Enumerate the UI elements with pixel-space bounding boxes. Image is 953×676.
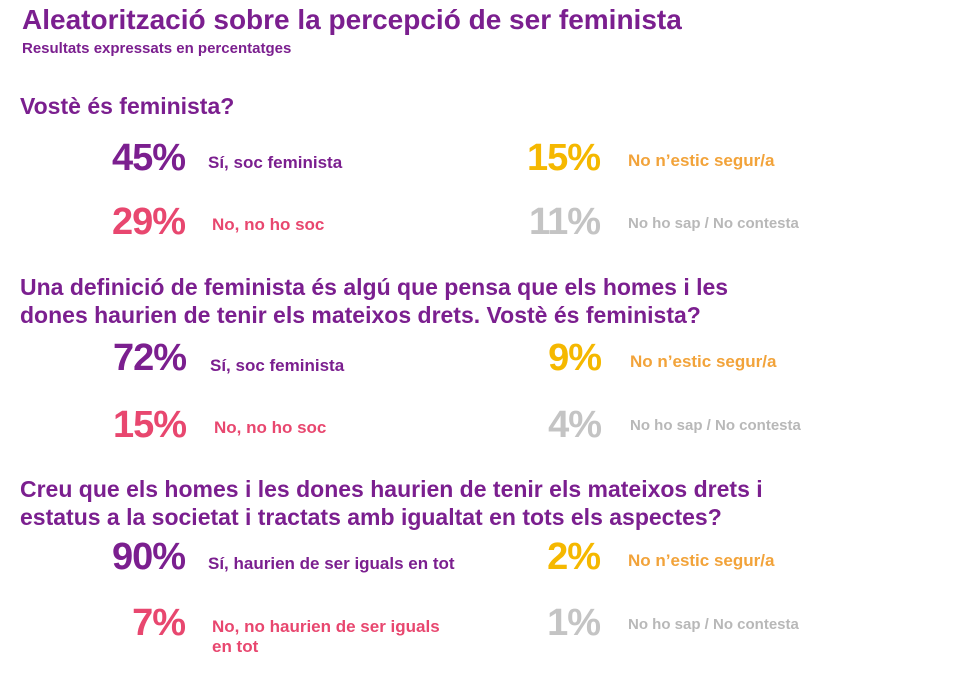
q1-unsure-label: No n’estic segur/a [628, 151, 775, 170]
q3-yes-label: Sí, haurien de ser iguals en tot [208, 554, 455, 573]
q3-unsure-value: 2% [547, 536, 601, 578]
question-1: Vostè és feminista? [20, 92, 234, 120]
q2-na-label: No ho sap / No contesta [630, 417, 801, 434]
q1-yes-value: 45% [111, 137, 186, 179]
q3-unsure-label: No n’estic segur/a [628, 551, 775, 570]
question-2: Una definició de feminista és algú que p… [20, 273, 728, 329]
q1-na-label: No ho sap / No contesta [628, 215, 799, 232]
q2-no-value: 15% [112, 404, 187, 446]
q3-no-label-line-2: en tot [212, 637, 259, 656]
q3-yes-value: 90% [111, 536, 186, 578]
q2-yes-label: Sí, soc feminista [210, 356, 345, 375]
question-3: Creu que els homes i les dones haurien d… [20, 475, 763, 531]
q3-na-label: No ho sap / No contesta [628, 616, 799, 633]
question-3-line-2: estatus a la societat i tractats amb igu… [20, 504, 722, 530]
q2-unsure-label: No n’estic segur/a [630, 352, 777, 371]
page-title: Aleatorització sobre la percepció de ser… [22, 4, 682, 35]
q3-no-value: 7% [132, 602, 186, 644]
question-3-line-1: Creu que els homes i les dones haurien d… [20, 476, 763, 502]
q2-na-value: 4% [548, 404, 602, 446]
q1-no-label: No, no ho soc [212, 215, 325, 234]
q1-na-value: 11% [529, 201, 601, 243]
q1-yes-label: Sí, soc feminista [208, 153, 343, 172]
question-1-line-1: Vostè és feminista? [20, 93, 235, 119]
q2-unsure-value: 9% [548, 337, 602, 379]
q2-no-label: No, no ho soc [214, 418, 327, 437]
q1-no-value: 29% [111, 201, 186, 243]
question-2-line-2: dones haurien de tenir els mateixos dret… [20, 302, 701, 328]
q1-unsure-value: 15% [526, 137, 601, 179]
page-subtitle: Resultats expressats en percentatges [22, 40, 292, 57]
q3-na-value: 1% [547, 602, 601, 644]
q3-no-label-line-1: No, no haurien de ser iguals [212, 617, 440, 636]
q3-no-label: No, no haurien de ser iguals en tot [212, 617, 440, 657]
question-2-line-1: Una definició de feminista és algú que p… [20, 274, 729, 300]
q2-yes-value: 72% [112, 337, 187, 379]
